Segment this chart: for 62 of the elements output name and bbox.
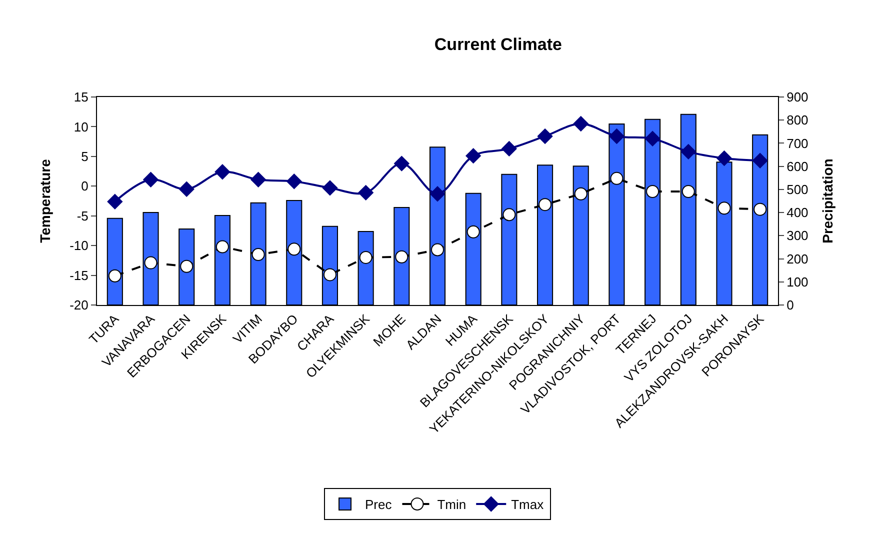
point — [537, 128, 553, 144]
point — [502, 208, 516, 222]
y-tick-label: 5 — [81, 148, 88, 164]
point — [322, 180, 338, 196]
point — [644, 130, 660, 146]
point — [610, 172, 624, 185]
point — [216, 240, 229, 254]
y-tick-label: 10 — [74, 119, 88, 134]
point — [573, 116, 589, 132]
point — [286, 174, 302, 190]
point — [143, 172, 158, 188]
point — [718, 202, 731, 215]
point — [574, 187, 588, 200]
point — [394, 156, 410, 172]
y-tick-label: 15 — [74, 90, 88, 105]
y2-tick-label: 200 — [786, 251, 808, 266]
point — [180, 260, 194, 273]
legend-label: Tmax — [511, 497, 544, 512]
point — [466, 148, 481, 164]
y-tick-label: -5 — [76, 208, 88, 224]
y-tick-label: -20 — [70, 298, 88, 313]
point — [609, 128, 624, 144]
point — [646, 184, 660, 198]
point — [754, 202, 767, 216]
legend-label: Tmin — [437, 497, 466, 512]
point — [430, 186, 446, 202]
point — [752, 152, 768, 168]
point — [214, 164, 230, 180]
point — [502, 141, 517, 156]
point — [359, 250, 372, 264]
point — [395, 250, 408, 264]
y2-tick-label: 300 — [786, 228, 808, 244]
y2-axis-title: Precipitation — [820, 158, 836, 244]
y-tick-label: 0 — [81, 178, 88, 194]
point — [716, 150, 732, 166]
point — [538, 198, 552, 212]
point — [108, 269, 122, 282]
point — [178, 181, 194, 197]
y2-tick-label: 600 — [786, 158, 808, 174]
y-tick-label: -10 — [70, 238, 88, 254]
y2-tick-label: 400 — [786, 205, 808, 220]
y2-tick-label: 500 — [786, 182, 808, 197]
point — [358, 185, 374, 200]
y2-tick-label: 0 — [786, 298, 794, 313]
point — [680, 144, 696, 160]
y-tick-label: -15 — [70, 268, 88, 283]
point — [250, 172, 266, 188]
point — [466, 225, 480, 238]
point — [107, 194, 123, 210]
point — [682, 184, 695, 198]
y2-tick-label: 800 — [786, 112, 808, 128]
y2-tick-label: 100 — [786, 274, 808, 290]
point — [252, 248, 265, 261]
y2-tick-label: 700 — [786, 136, 808, 151]
point — [288, 242, 301, 256]
legend-label: Prec — [365, 497, 392, 512]
point — [144, 256, 158, 270]
point — [431, 243, 444, 256]
y2-tick-label: 900 — [786, 90, 808, 105]
point — [323, 268, 336, 282]
chart-title: Current Climate — [434, 34, 562, 54]
y-axis-title: Temperature — [37, 158, 54, 243]
